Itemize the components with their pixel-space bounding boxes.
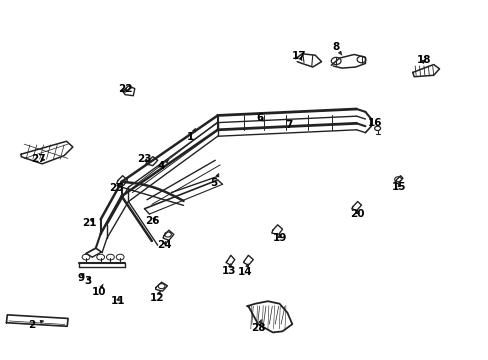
Text: 18: 18 <box>416 55 430 65</box>
Text: 23: 23 <box>137 154 151 164</box>
Text: 27: 27 <box>31 154 46 164</box>
Text: 26: 26 <box>145 216 160 226</box>
Text: 19: 19 <box>272 233 286 243</box>
Text: 22: 22 <box>118 84 132 94</box>
Text: 2: 2 <box>28 320 43 329</box>
Text: 17: 17 <box>291 51 306 61</box>
Text: 28: 28 <box>250 320 265 333</box>
Text: 9: 9 <box>78 273 84 283</box>
Text: 8: 8 <box>332 42 341 55</box>
Text: 24: 24 <box>157 240 171 250</box>
Text: 15: 15 <box>391 182 406 192</box>
Text: 11: 11 <box>110 296 125 306</box>
Text: 25: 25 <box>109 183 124 193</box>
Text: 3: 3 <box>84 276 91 286</box>
Text: 10: 10 <box>92 284 106 297</box>
Text: 4: 4 <box>158 160 168 171</box>
Text: 21: 21 <box>82 218 97 228</box>
Text: 7: 7 <box>285 121 292 130</box>
Text: 1: 1 <box>187 129 195 142</box>
Text: 5: 5 <box>210 174 218 188</box>
Text: 6: 6 <box>256 113 263 123</box>
Text: 16: 16 <box>367 118 382 128</box>
Text: 13: 13 <box>221 264 236 276</box>
Text: 14: 14 <box>238 264 252 277</box>
Text: 12: 12 <box>149 291 163 303</box>
Text: 20: 20 <box>350 209 364 219</box>
